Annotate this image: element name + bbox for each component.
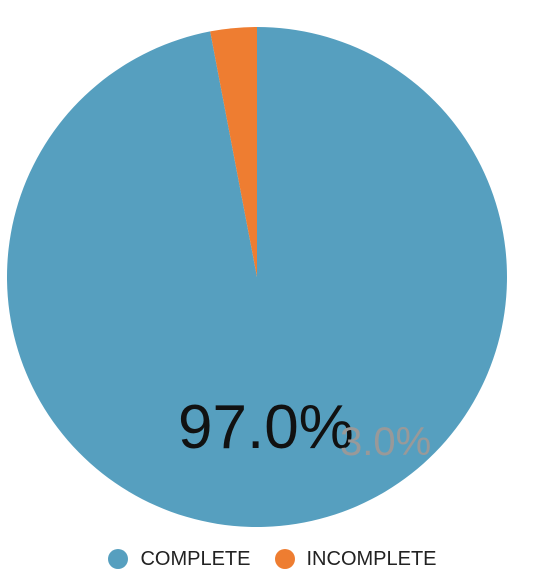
complete-percentage-label: 97.0% xyxy=(178,393,354,462)
legend-label-incomplete: INCOMPLETE xyxy=(306,547,437,570)
pie-chart xyxy=(6,27,507,527)
legend-label-complete: COMPLETE xyxy=(140,547,251,570)
legend-swatch-incomplete xyxy=(274,549,295,569)
legend-item-complete[interactable]: COMPLETE xyxy=(108,547,251,571)
incomplete-percentage-label: 3.0% xyxy=(340,420,432,464)
legend-swatch-complete xyxy=(108,549,129,569)
legend: COMPLETE INCOMPLETE xyxy=(0,544,545,574)
legend-item-incomplete[interactable]: INCOMPLETE xyxy=(274,547,437,571)
pie-slice-incomplete[interactable] xyxy=(210,27,257,277)
